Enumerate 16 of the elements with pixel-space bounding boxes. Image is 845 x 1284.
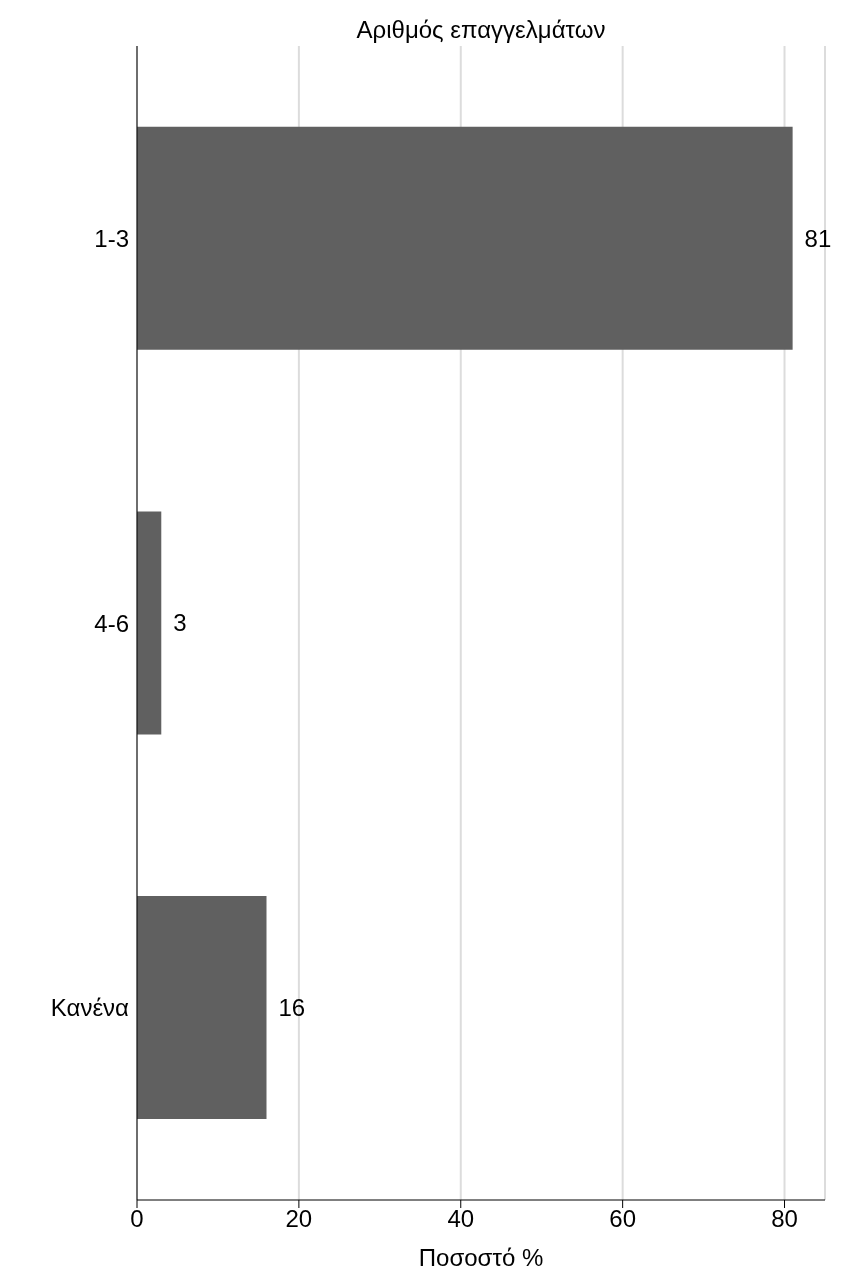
bar bbox=[137, 511, 162, 735]
bar bbox=[137, 896, 267, 1120]
chart-title: Αριθμός επαγγελμάτων bbox=[355, 16, 607, 44]
y-tick-label: 4-6 bbox=[94, 609, 129, 637]
y-tick-label: Κανένα bbox=[50, 994, 130, 1022]
x-tick-label: 0 bbox=[130, 1205, 144, 1233]
x-tick-label: 20 bbox=[285, 1205, 313, 1233]
x-axis-title: Ποσοστό % bbox=[418, 1244, 544, 1271]
data-label: 3 bbox=[173, 609, 187, 637]
bar bbox=[137, 126, 793, 350]
data-label: 16 bbox=[278, 994, 306, 1022]
y-tick-label: 1-3 bbox=[94, 224, 129, 252]
x-tick-label: 80 bbox=[771, 1205, 798, 1233]
x-tick-label: 40 bbox=[447, 1205, 475, 1233]
data-label: 81 bbox=[804, 224, 832, 252]
x-tick-label: 60 bbox=[609, 1205, 636, 1233]
